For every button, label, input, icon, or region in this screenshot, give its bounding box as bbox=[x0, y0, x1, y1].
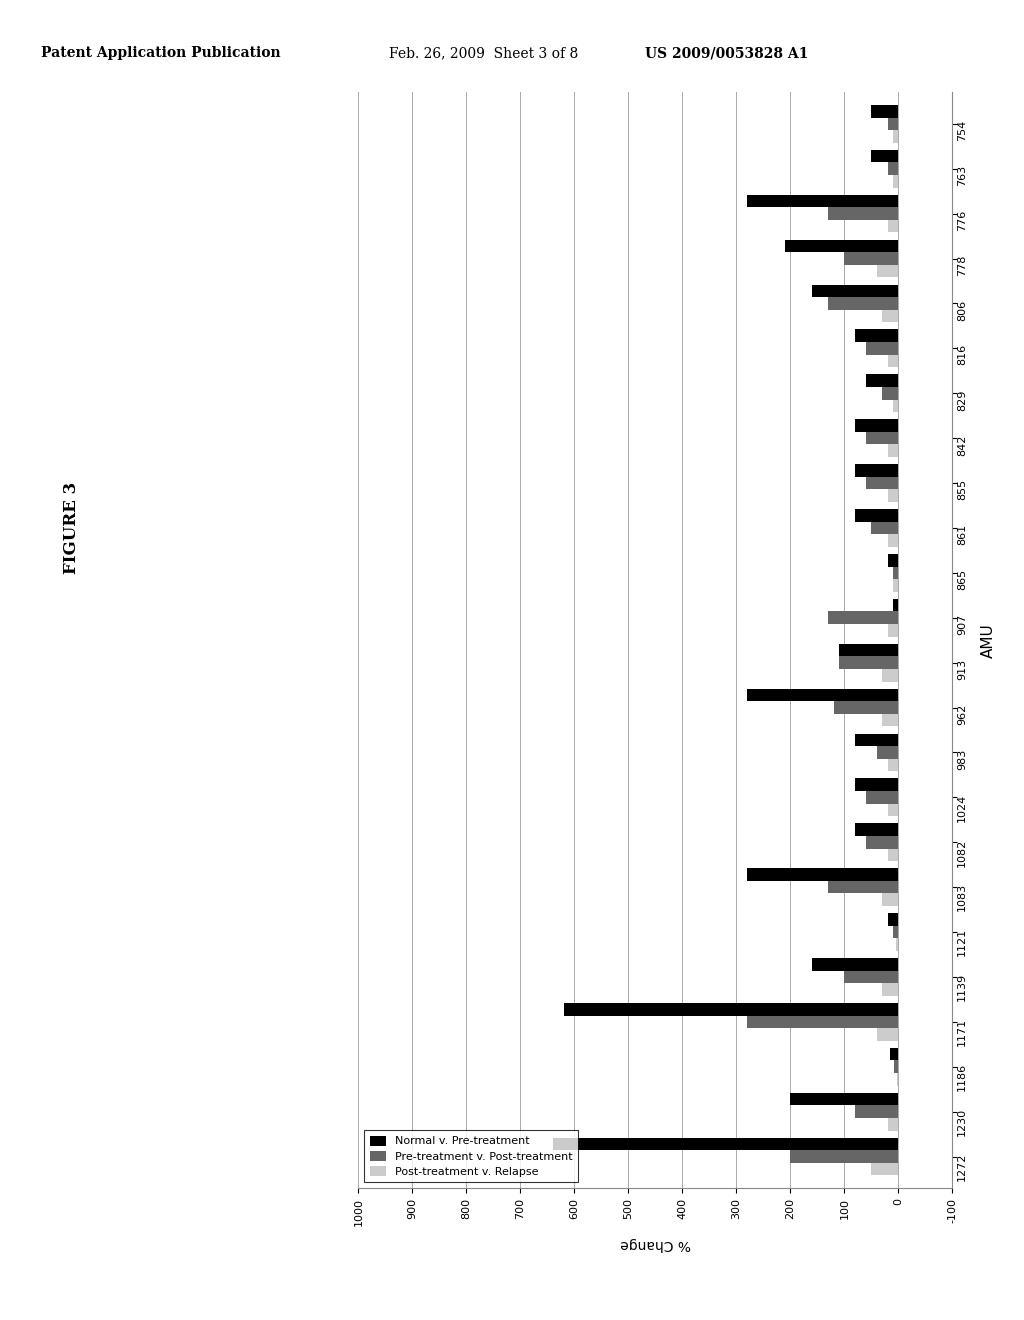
Bar bbox=[845, 970, 898, 983]
Bar bbox=[893, 176, 898, 187]
Bar bbox=[888, 490, 898, 502]
Bar bbox=[871, 1163, 898, 1175]
Bar bbox=[888, 804, 898, 816]
Bar bbox=[791, 1150, 898, 1163]
Bar bbox=[855, 779, 898, 791]
Bar bbox=[871, 150, 898, 162]
Bar bbox=[896, 939, 898, 950]
Bar bbox=[877, 265, 898, 277]
Bar bbox=[866, 342, 898, 355]
Bar bbox=[785, 240, 898, 252]
Bar bbox=[882, 387, 898, 400]
Bar bbox=[888, 535, 898, 546]
Legend: Normal v. Pre-treatment, Pre-treatment v. Post-treatment, Post-treatment v. Rela: Normal v. Pre-treatment, Pre-treatment v… bbox=[364, 1130, 579, 1183]
Bar bbox=[855, 1105, 898, 1118]
Bar bbox=[888, 554, 898, 566]
Bar bbox=[855, 465, 898, 477]
Bar bbox=[812, 285, 898, 297]
Bar bbox=[839, 656, 898, 669]
Bar bbox=[894, 1060, 898, 1073]
Text: Feb. 26, 2009  Sheet 3 of 8: Feb. 26, 2009 Sheet 3 of 8 bbox=[389, 46, 579, 61]
Text: Patent Application Publication: Patent Application Publication bbox=[41, 46, 281, 61]
Bar bbox=[890, 1048, 898, 1060]
Bar bbox=[888, 849, 898, 861]
Bar bbox=[748, 869, 898, 880]
Bar bbox=[563, 1003, 898, 1015]
Bar bbox=[871, 106, 898, 117]
Bar bbox=[882, 714, 898, 726]
Bar bbox=[828, 880, 898, 894]
Bar bbox=[897, 1073, 898, 1085]
Y-axis label: AMU: AMU bbox=[981, 623, 996, 657]
Bar bbox=[893, 400, 898, 412]
Bar bbox=[871, 521, 898, 535]
Bar bbox=[893, 579, 898, 591]
Bar bbox=[855, 330, 898, 342]
Bar bbox=[877, 746, 898, 759]
Bar bbox=[812, 958, 898, 970]
Bar bbox=[888, 1118, 898, 1130]
Bar bbox=[828, 297, 898, 310]
Bar bbox=[882, 669, 898, 681]
Bar bbox=[866, 477, 898, 490]
Bar bbox=[866, 432, 898, 445]
Bar bbox=[888, 913, 898, 925]
Bar bbox=[888, 162, 898, 176]
Bar bbox=[866, 836, 898, 849]
Bar bbox=[828, 611, 898, 624]
Bar bbox=[855, 734, 898, 746]
Bar bbox=[553, 1138, 898, 1150]
Bar bbox=[866, 791, 898, 804]
Bar bbox=[748, 1015, 898, 1028]
Bar bbox=[882, 894, 898, 906]
Bar bbox=[834, 701, 898, 714]
Bar bbox=[893, 131, 898, 143]
Bar bbox=[882, 983, 898, 995]
Bar bbox=[888, 355, 898, 367]
Bar bbox=[893, 925, 898, 939]
Bar bbox=[866, 375, 898, 387]
Bar bbox=[888, 759, 898, 771]
Bar bbox=[855, 420, 898, 432]
Bar bbox=[748, 689, 898, 701]
Bar bbox=[791, 1093, 898, 1105]
Bar bbox=[845, 252, 898, 265]
Bar bbox=[888, 445, 898, 457]
Bar bbox=[893, 566, 898, 579]
Bar bbox=[748, 195, 898, 207]
Text: FIGURE 3: FIGURE 3 bbox=[63, 482, 80, 574]
Bar bbox=[855, 510, 898, 521]
Bar bbox=[893, 599, 898, 611]
Bar bbox=[888, 220, 898, 232]
Bar bbox=[828, 207, 898, 220]
Bar bbox=[888, 624, 898, 636]
Bar bbox=[882, 310, 898, 322]
Bar bbox=[888, 117, 898, 131]
Bar bbox=[877, 1028, 898, 1040]
Bar bbox=[839, 644, 898, 656]
X-axis label: % Change: % Change bbox=[620, 1237, 691, 1251]
Text: US 2009/0053828 A1: US 2009/0053828 A1 bbox=[645, 46, 809, 61]
Bar bbox=[855, 824, 898, 836]
